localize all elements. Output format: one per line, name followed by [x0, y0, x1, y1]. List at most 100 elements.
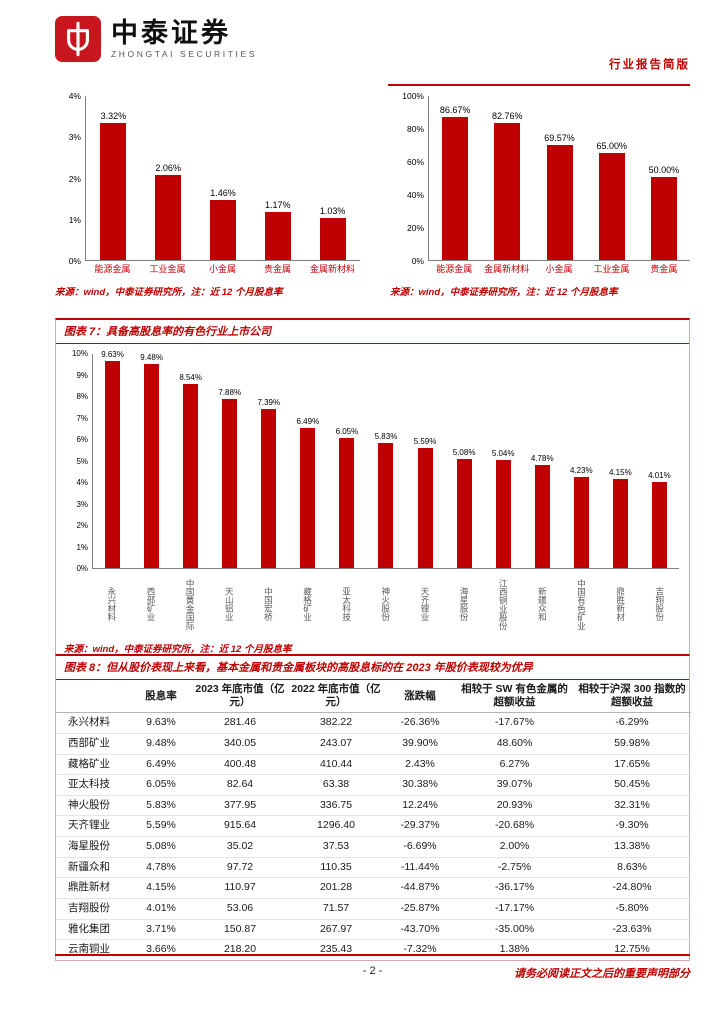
- y-tick-label: 4%: [76, 478, 88, 487]
- x-category-label-text: 鼎胜新材: [615, 587, 626, 621]
- x-category-label-text: 能源金属: [436, 264, 473, 274]
- x-category-label-text: 西部矿业: [145, 587, 156, 621]
- value-cell: 243.07: [288, 733, 384, 755]
- header-rule: [388, 84, 690, 86]
- x-category-label: 鼎胜新材: [601, 571, 640, 637]
- x-category-label-text: 天山铝业: [224, 587, 235, 621]
- bar: [319, 218, 346, 260]
- value-cell: 4.78%: [130, 857, 192, 879]
- x-category-label: 能源金属: [85, 264, 140, 274]
- bar-value-label: 9.63%: [101, 350, 124, 359]
- y-tick-label: 6%: [76, 435, 88, 444]
- bar: [100, 123, 127, 260]
- bar: [534, 465, 550, 568]
- value-cell: -44.87%: [384, 877, 456, 900]
- bar-slot: 1.17%: [250, 96, 305, 260]
- value-cell: 915.64: [192, 815, 288, 838]
- x-category-label-text: 金属新材料: [484, 264, 530, 274]
- y-tick-label: 0%: [411, 256, 424, 266]
- figure8: 图表 8：但从股价表现上来看，基本金属和贵金属板块的高股息标的在 2023 年股…: [55, 654, 691, 961]
- x-category-label-text: 小金属: [208, 264, 236, 274]
- x-category-label-text: 贵金属: [263, 264, 291, 274]
- value-cell: 110.97: [192, 877, 288, 900]
- x-category-label: 中国有色矿业: [562, 571, 601, 637]
- value-cell: 39.07%: [456, 774, 573, 796]
- source-note: 来源：wind，中泰证券研究所，注：近 12 个月股息率: [390, 287, 618, 299]
- top-charts-section: 4% 3% 2% 1% 0% 3.32% 2.06% 1.46% 1.17% 1.03% 能源金…: [55, 92, 690, 299]
- x-category-label: 海星股份: [444, 571, 483, 637]
- bars: 3.32% 2.06% 1.46% 1.17% 1.03%: [86, 96, 360, 260]
- page-header: 中泰证券 ZHONGTAI SECURITIES 行业报告简版: [55, 16, 690, 82]
- value-cell: 340.05: [192, 733, 288, 755]
- value-cell: 110.35: [288, 857, 384, 879]
- x-category-label: 工业金属: [140, 264, 195, 274]
- bar-value-label: 7.39%: [257, 398, 281, 407]
- bar: [651, 482, 667, 568]
- bar-slot: 69.57%: [533, 96, 585, 260]
- bars: 86.67% 82.76% 69.57% 65.00% 50.00%: [429, 96, 690, 260]
- x-axis-labels: 能源金属 金属新材料 小金属 工业金属 贵金属: [428, 264, 690, 274]
- value-cell: -11.44%: [384, 857, 456, 879]
- value-cell: 17.65%: [573, 754, 691, 776]
- bar-slot: 82.76%: [481, 96, 533, 260]
- bar: [378, 443, 394, 568]
- bar-value-label: 1.03%: [319, 206, 346, 216]
- page-number: - 2 -: [362, 965, 383, 977]
- value-cell: -17.17%: [456, 898, 573, 920]
- x-axis-labels: 能源金属 工业金属 小金属 贵金属 金属新材料: [85, 264, 360, 274]
- value-cell: 48.60%: [456, 733, 573, 755]
- bar: [155, 175, 182, 260]
- zhongtai-logo-icon: [55, 16, 101, 62]
- y-tick-label: 2%: [68, 174, 81, 184]
- y-tick-label: 60%: [406, 157, 424, 167]
- y-tick-label: 0%: [68, 256, 81, 266]
- footer-rule: [55, 954, 690, 956]
- column-header: 2022 年底市值（亿元）: [288, 680, 384, 714]
- x-category-label: 新疆众和: [523, 571, 562, 637]
- plot-area: 3.32% 2.06% 1.46% 1.17% 1.03%: [85, 96, 360, 261]
- company-name: 海星股份: [56, 836, 130, 858]
- table-row: 新疆众和 4.78% 97.72 110.35 -11.44% -2.75% 8.63%: [56, 857, 691, 879]
- value-cell: 71.57: [288, 898, 384, 920]
- x-category-label-text: 工业金属: [593, 264, 630, 274]
- company-name: 西部矿业: [56, 733, 130, 755]
- bar-value-label: 4.15%: [609, 468, 632, 477]
- x-category-label: 贵金属: [250, 264, 305, 274]
- bar-value-label: 5.59%: [413, 437, 437, 446]
- bar-value-label: 8.54%: [179, 373, 202, 382]
- x-category-label: 中国宏桥: [249, 571, 288, 637]
- company-name: 吉翔股份: [56, 898, 130, 920]
- table-row: 云南铜业 3.66% 218.20 235.43 -7.32% 1.38% 12.75%: [56, 940, 691, 960]
- value-cell: 63.38: [288, 774, 384, 796]
- value-cell: 37.53: [288, 836, 384, 858]
- bar-slot: 7.88%: [210, 354, 249, 568]
- value-cell: 53.06: [192, 898, 288, 920]
- y-tick-label: 100%: [402, 91, 424, 101]
- company-name: 新疆众和: [56, 857, 130, 879]
- bar-value-label: 1.17%: [265, 200, 291, 210]
- bar-slot: 5.59%: [406, 354, 445, 568]
- x-category-label-text: 天齐锂业: [419, 587, 430, 621]
- value-cell: -17.67%: [456, 712, 573, 734]
- value-cell: 1296.40: [288, 815, 384, 838]
- x-category-label: 亚太科技: [327, 571, 366, 637]
- bar: [183, 384, 199, 568]
- brand-text: 中泰证券 ZHONGTAI SECURITIES: [111, 18, 257, 59]
- column-header: [56, 680, 130, 714]
- x-category-label: 天山铝业: [209, 571, 248, 637]
- bar: [105, 361, 121, 568]
- value-cell: 150.87: [192, 919, 288, 941]
- bar-slot: 50.00%: [638, 96, 690, 260]
- value-cell: -7.32%: [403, 943, 437, 956]
- bar-slot: 1.46%: [196, 96, 251, 260]
- value-cell: 382.22: [288, 712, 384, 734]
- plot: 100% 80% 60% 40% 20% 0% 86.67% 82.76% 69.57% 65.…: [390, 92, 690, 265]
- bar-value-label: 2.06%: [155, 163, 181, 173]
- bar-slot: 5.83%: [366, 354, 405, 568]
- bar-value-label: 5.83%: [374, 432, 398, 441]
- y-tick-label: 20%: [406, 223, 424, 233]
- x-category-label-text: 金属新材料: [309, 264, 355, 274]
- bar-slot: 9.63%: [93, 350, 132, 568]
- x-category-label: 中国黄金国际: [170, 571, 209, 637]
